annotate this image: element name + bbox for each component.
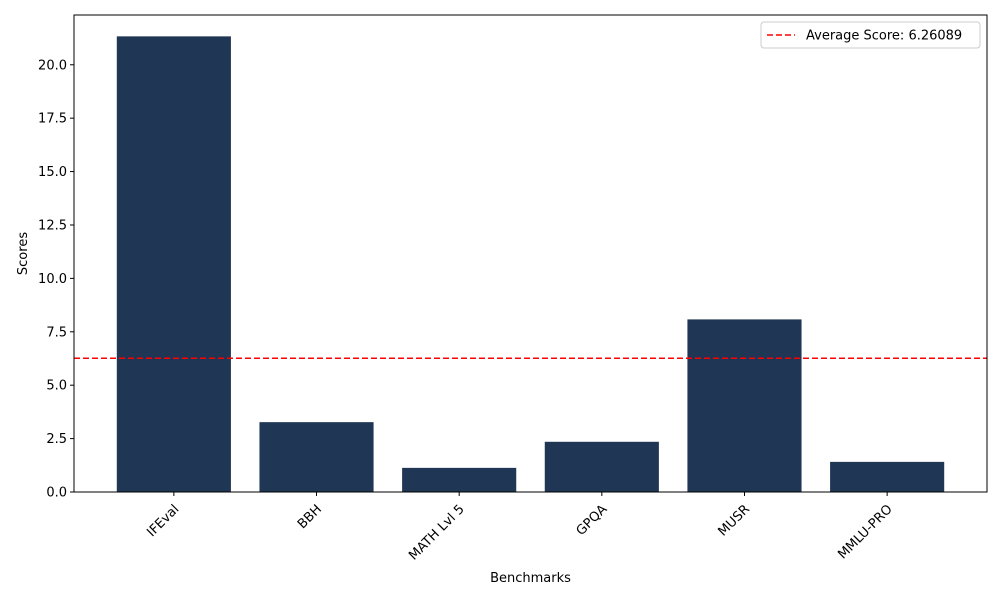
bar-gpqa [544, 441, 659, 492]
y-tick-label: 12.5 [38, 218, 67, 233]
bar-bbh [259, 422, 374, 492]
bar-ifeval [116, 36, 231, 493]
y-tick-label: 20.0 [38, 58, 67, 73]
x-tick-label: MATH Lvl 5 [406, 502, 467, 563]
legend-label-average: Average Score: 6.26089 [806, 29, 962, 44]
plot-frame [73, 14, 988, 493]
x-axis: IFEval BBH MATH Lvl 5 GPQA MUSR MMLU-PRO [144, 492, 896, 563]
y-tick-label: 0.0 [46, 486, 67, 501]
y-axis: 0.0 2.5 5.0 7.5 10.0 12.5 15.0 17.5 20.0 [38, 58, 74, 501]
y-tick-label: 7.5 [46, 325, 67, 340]
y-tick-label: 5.0 [46, 379, 67, 394]
y-tick-label: 15.0 [38, 165, 67, 180]
legend-box [760, 21, 981, 49]
y-tick-label: 10.0 [38, 272, 67, 287]
x-tick-label: GPQA [574, 502, 611, 539]
x-tick-label: MUSR [716, 502, 753, 539]
bar-mmlu-pro [830, 461, 945, 492]
y-tick-label: 17.5 [38, 112, 67, 127]
bar-musr [687, 319, 802, 492]
y-tick-label: 2.5 [46, 432, 67, 447]
bar-math-lvl-5 [402, 467, 517, 492]
x-tick-label: MMLU-PRO [835, 502, 895, 562]
x-tick-label: BBH [295, 502, 325, 532]
y-axis-label: Scores [16, 232, 31, 275]
x-tick-label: IFEval [144, 502, 182, 540]
x-axis-label: Benchmarks [490, 571, 571, 586]
plot-area [73, 14, 988, 493]
legend: Average Score: 6.26089 [760, 21, 981, 49]
